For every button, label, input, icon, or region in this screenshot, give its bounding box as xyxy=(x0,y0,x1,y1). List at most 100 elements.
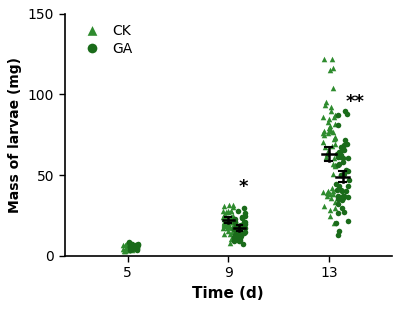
Point xyxy=(345,156,352,161)
Point xyxy=(135,243,142,248)
Point xyxy=(126,245,132,250)
Point xyxy=(226,240,233,245)
Point xyxy=(332,122,338,127)
Point xyxy=(321,133,328,138)
Point xyxy=(340,143,347,148)
Point xyxy=(128,246,135,251)
Point xyxy=(327,67,333,72)
Point xyxy=(332,142,338,147)
Point xyxy=(126,244,132,249)
Point xyxy=(132,243,139,248)
Point xyxy=(223,214,229,219)
Point xyxy=(340,195,346,200)
Text: *: * xyxy=(238,178,248,196)
Point xyxy=(236,235,242,240)
Point xyxy=(240,231,247,235)
Point xyxy=(134,244,140,249)
Point xyxy=(223,223,230,228)
Point xyxy=(124,245,130,250)
Point xyxy=(229,205,236,210)
Point xyxy=(319,114,326,119)
Point xyxy=(238,223,244,228)
Point xyxy=(326,116,332,121)
Point xyxy=(330,86,336,91)
Point xyxy=(225,223,231,228)
Point xyxy=(127,242,134,247)
Point xyxy=(320,130,326,135)
Point xyxy=(334,152,340,157)
Point xyxy=(331,115,337,120)
Point xyxy=(241,222,247,227)
Point xyxy=(241,222,248,226)
Point xyxy=(236,233,243,238)
Point xyxy=(335,197,341,201)
Point xyxy=(124,244,130,249)
Point xyxy=(238,224,244,229)
Point xyxy=(128,247,135,252)
Point xyxy=(221,213,227,218)
Point xyxy=(335,233,341,238)
Point xyxy=(237,228,243,233)
Point xyxy=(134,243,140,248)
Point xyxy=(227,232,234,237)
Point xyxy=(128,243,134,248)
Point xyxy=(332,134,338,139)
Point xyxy=(236,225,242,230)
Point xyxy=(224,210,231,215)
Point xyxy=(338,154,344,159)
Point xyxy=(220,208,226,213)
Point xyxy=(223,217,229,222)
Y-axis label: Mass of larvae (mg): Mass of larvae (mg) xyxy=(8,57,22,213)
Point xyxy=(336,228,342,233)
Point xyxy=(344,112,350,117)
Point xyxy=(345,218,351,223)
Point xyxy=(120,243,127,248)
Point xyxy=(327,192,334,197)
Point xyxy=(227,218,234,223)
Point xyxy=(330,162,336,167)
Point xyxy=(321,57,328,61)
Point xyxy=(226,225,233,230)
Point xyxy=(233,225,240,230)
Point xyxy=(328,186,335,191)
Point xyxy=(325,149,331,154)
Point xyxy=(330,130,336,135)
Point xyxy=(339,193,346,198)
Point xyxy=(330,220,337,225)
Point xyxy=(133,245,140,250)
Point xyxy=(241,206,247,211)
Point xyxy=(127,243,133,248)
Point xyxy=(230,220,236,225)
Point xyxy=(120,247,126,252)
Point xyxy=(336,150,343,154)
Point xyxy=(230,214,236,219)
Point xyxy=(238,215,245,220)
Point xyxy=(220,203,227,208)
Point xyxy=(326,126,332,131)
Point xyxy=(332,163,338,168)
Point xyxy=(322,103,328,108)
Point xyxy=(228,208,234,213)
Point xyxy=(335,195,342,200)
Point xyxy=(329,144,336,149)
Point xyxy=(129,241,136,246)
Point xyxy=(234,234,240,239)
Point xyxy=(242,219,248,224)
Point xyxy=(230,203,236,208)
Point xyxy=(239,214,246,219)
Point xyxy=(344,183,351,188)
Point xyxy=(322,145,329,150)
Point xyxy=(326,128,332,133)
Point xyxy=(335,211,341,216)
Point xyxy=(236,224,242,229)
Point xyxy=(229,226,235,231)
Point xyxy=(330,66,336,71)
Point xyxy=(241,223,247,228)
Point xyxy=(328,129,334,133)
Point xyxy=(234,231,240,236)
Point xyxy=(332,163,338,168)
Point xyxy=(234,236,240,241)
Text: **: ** xyxy=(346,93,365,111)
Point xyxy=(325,119,332,124)
Point xyxy=(124,245,130,250)
